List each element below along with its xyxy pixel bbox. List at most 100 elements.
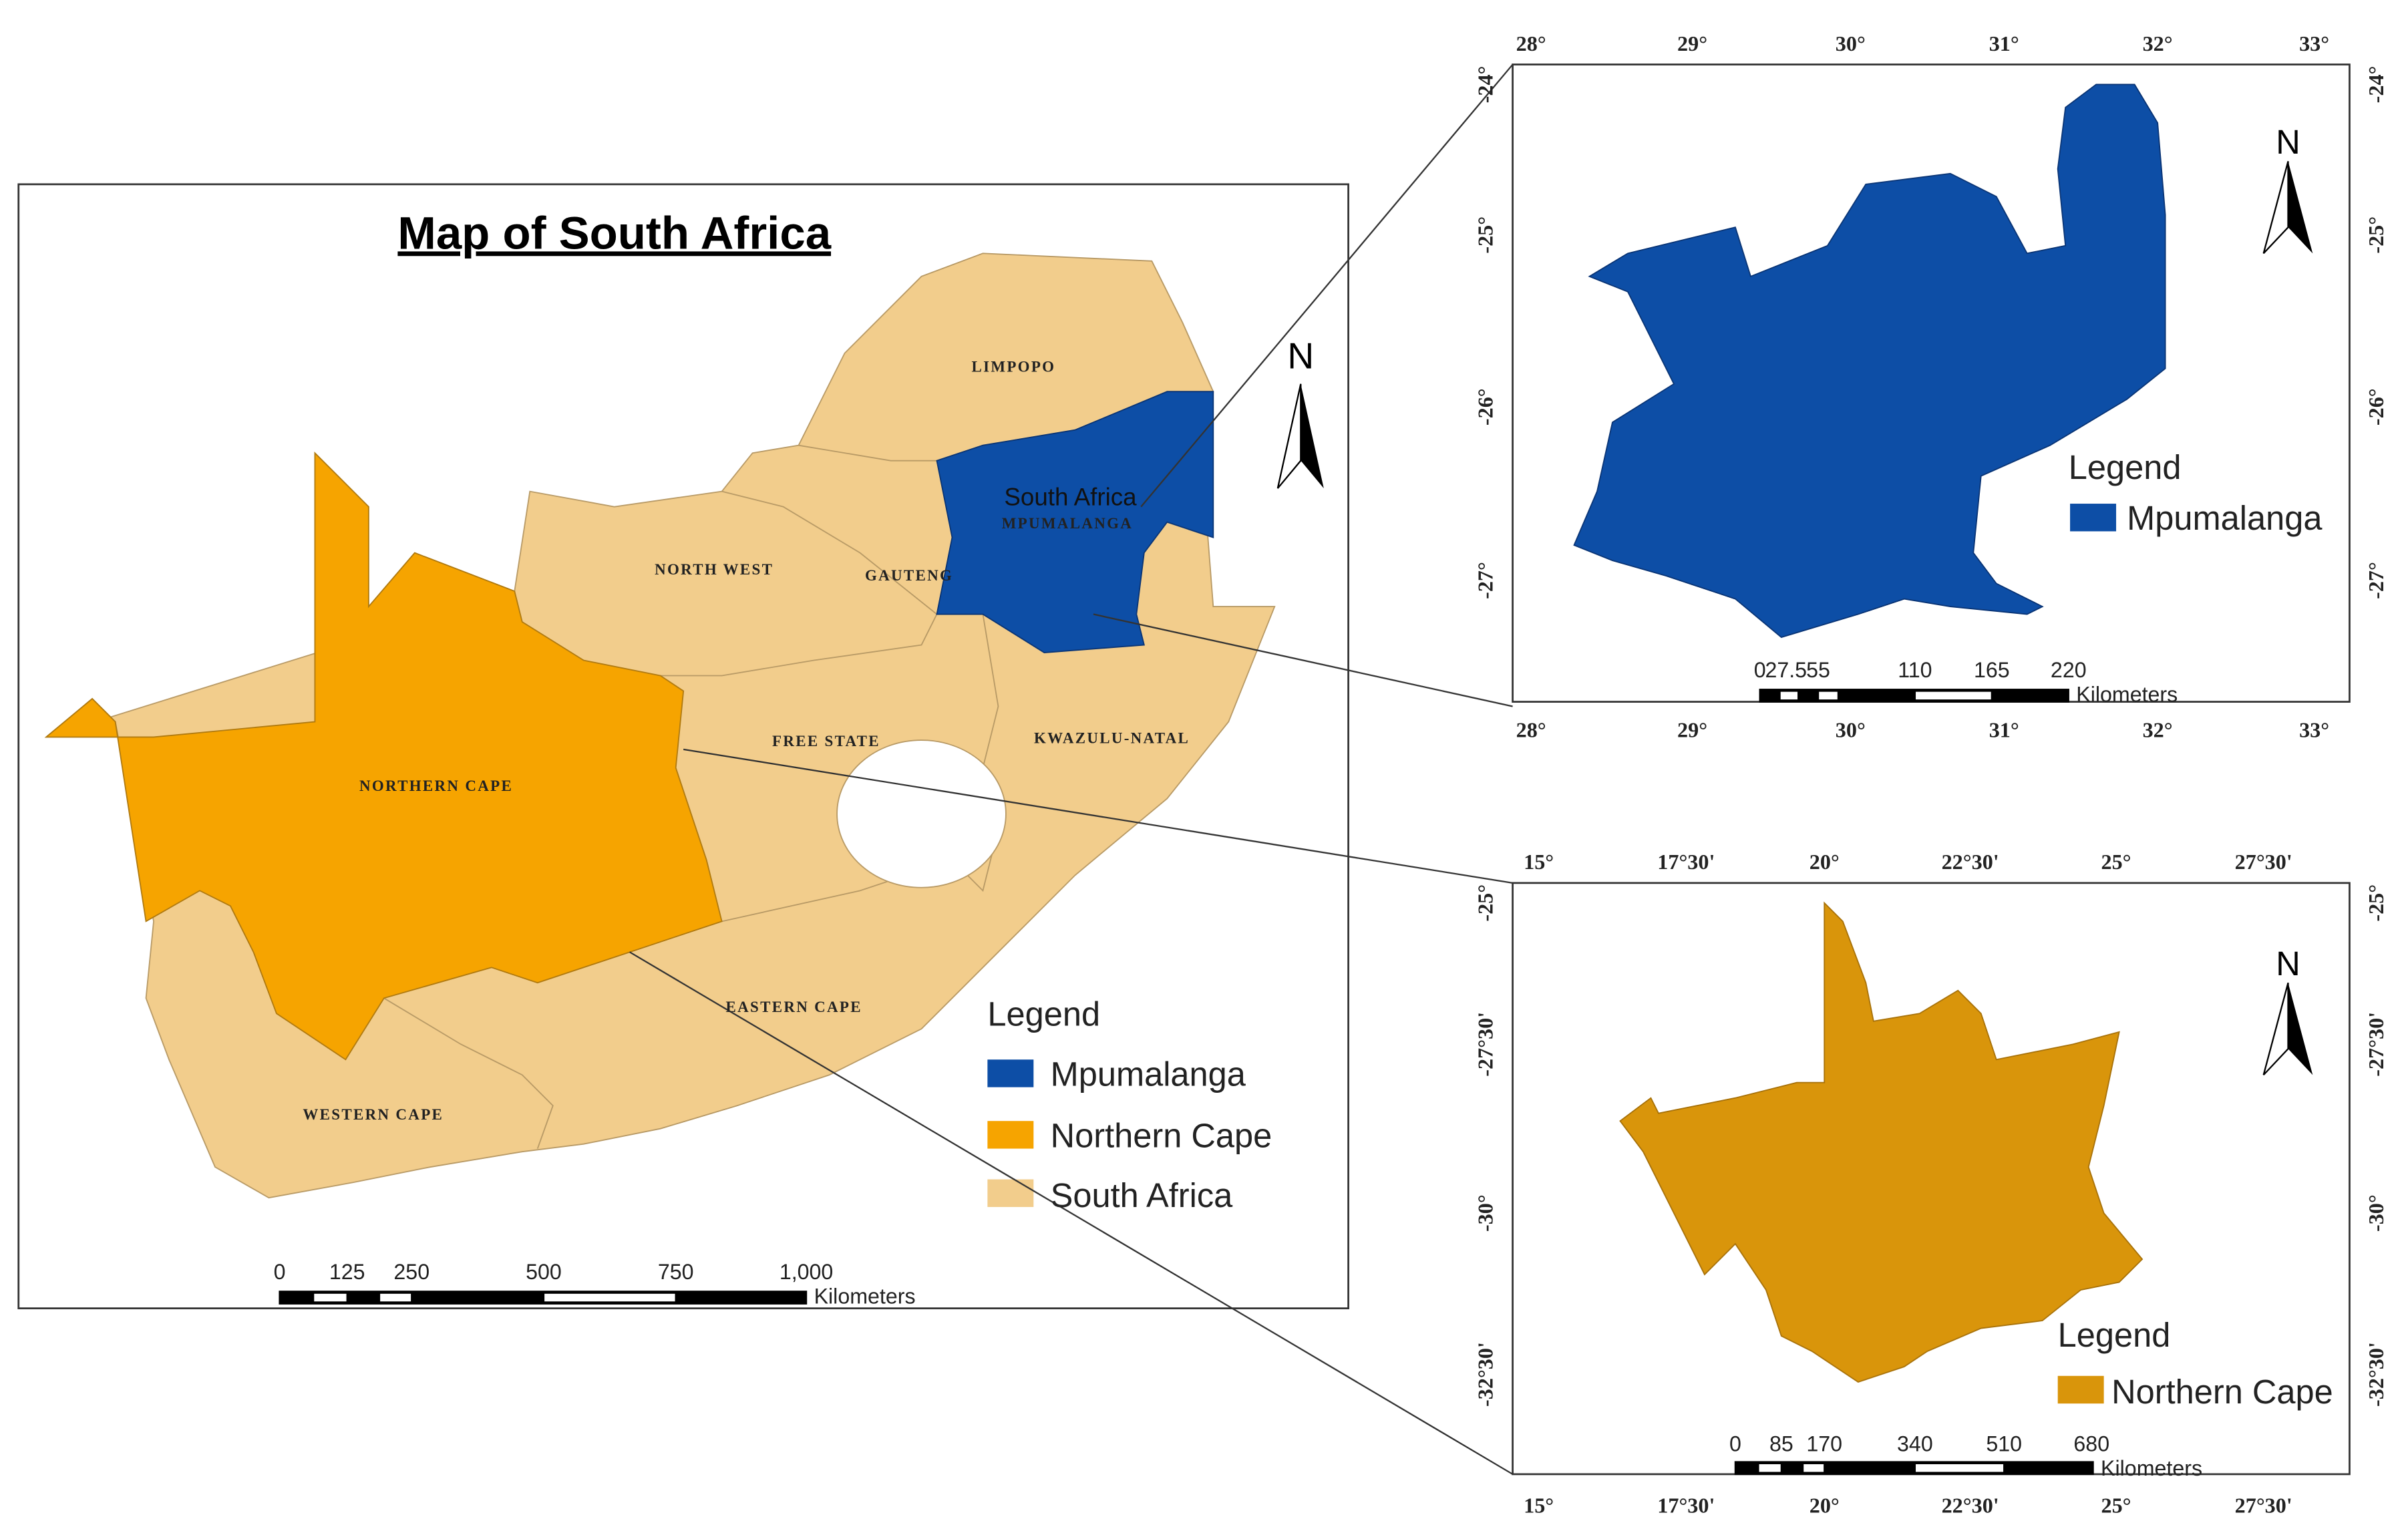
north-label: N bbox=[1287, 335, 1314, 377]
legend-swatch bbox=[987, 1179, 1034, 1207]
scale-label: 250 bbox=[393, 1260, 429, 1284]
country-label: South Africa bbox=[1004, 483, 1137, 510]
province-label: KWAZULU-NATAL bbox=[1034, 730, 1190, 747]
longitude-label: 29° bbox=[1677, 717, 1707, 741]
scale-bar bbox=[279, 1291, 808, 1305]
province-border bbox=[721, 614, 999, 922]
scale-label: 85 bbox=[1769, 1431, 1793, 1456]
latitude-label: -25° bbox=[1474, 884, 1498, 922]
province-border bbox=[383, 997, 554, 1149]
longitude-label: 31° bbox=[1989, 31, 2019, 55]
province-label: NORTH WEST bbox=[655, 561, 773, 578]
legend-item: Mpumalanga bbox=[1051, 1055, 1246, 1093]
north-arrow bbox=[2288, 161, 2313, 254]
longitude-label: 17°30' bbox=[1657, 1493, 1715, 1517]
lesotho bbox=[836, 739, 1007, 888]
latitude-label: -32°30' bbox=[2364, 1342, 2388, 1407]
latitude-label: -26° bbox=[1474, 388, 1498, 426]
scale-label: 55 bbox=[1806, 658, 1830, 682]
northern-cape-inset-shape bbox=[1619, 901, 2143, 1383]
connector-line bbox=[629, 63, 1514, 1475]
longitude-label: 15° bbox=[1524, 1493, 1554, 1517]
scale-unit: Kilometers bbox=[2076, 683, 2178, 707]
longitude-label: 29° bbox=[1677, 31, 1707, 55]
scale-unit: Kilometers bbox=[2101, 1456, 2202, 1480]
mpumalanga-shape bbox=[936, 391, 1214, 653]
longitude-label: 30° bbox=[1836, 717, 1866, 741]
latitude-label: -24° bbox=[1474, 66, 1498, 104]
latitude-label: -24° bbox=[2364, 66, 2388, 104]
scale-bar bbox=[1759, 689, 2069, 703]
scale-label: 170 bbox=[1806, 1431, 1842, 1456]
legend-swatch bbox=[987, 1059, 1034, 1087]
scale-label: 220 bbox=[2051, 658, 2087, 682]
longitude-label: 33° bbox=[2299, 31, 2329, 55]
mpumalanga-inset-shape bbox=[1573, 83, 2166, 639]
latitude-label: -25° bbox=[1474, 216, 1498, 254]
province-label: MPUMALANGA bbox=[1002, 515, 1133, 532]
latitude-label: -25° bbox=[2364, 216, 2388, 254]
north-arrow bbox=[1301, 383, 1324, 489]
longitude-label: 27°30' bbox=[2235, 1493, 2292, 1517]
longitude-label: 17°30' bbox=[1657, 850, 1715, 874]
province-label: GAUTENG bbox=[865, 567, 953, 584]
map-title: Map of South Africa bbox=[397, 207, 831, 259]
latitude-label: -27° bbox=[1474, 562, 1498, 599]
scale-bar bbox=[1734, 1461, 2094, 1476]
longitude-label: 15° bbox=[1524, 850, 1554, 874]
longitude-label: 20° bbox=[1810, 1493, 1840, 1517]
scale-unit: Kilometers bbox=[814, 1285, 916, 1309]
latitude-label: -27°30' bbox=[2364, 1012, 2388, 1077]
province-border bbox=[798, 444, 937, 462]
scale-label: 165 bbox=[1974, 658, 2010, 682]
province-label: FREE STATE bbox=[772, 733, 880, 749]
legend-swatch bbox=[987, 1121, 1034, 1149]
scale-label: 510 bbox=[1986, 1431, 2022, 1456]
province-label: NORTHERN CAPE bbox=[359, 778, 513, 794]
province-label: LIMPOPO bbox=[972, 358, 1056, 375]
legend-title: Legend bbox=[2058, 1316, 2171, 1354]
latitude-label: -26° bbox=[2364, 388, 2388, 426]
scale-label: 1,000 bbox=[780, 1260, 834, 1284]
longitude-label: 28° bbox=[1516, 31, 1546, 55]
scale-label: 750 bbox=[658, 1260, 694, 1284]
scale-label: 0 bbox=[1729, 1431, 1741, 1456]
latitude-label: -27° bbox=[2364, 562, 2388, 599]
longitude-label: 25° bbox=[2101, 1493, 2131, 1517]
longitude-label: 32° bbox=[2143, 31, 2173, 55]
longitude-label: 28° bbox=[1516, 717, 1546, 741]
longitude-label: 33° bbox=[2299, 717, 2329, 741]
longitude-label: 30° bbox=[1836, 31, 1866, 55]
legend-item: Northern Cape bbox=[2111, 1373, 2333, 1411]
north-label: N bbox=[2276, 123, 2300, 161]
legend-title: Legend bbox=[2069, 448, 2182, 486]
scale-label: 340 bbox=[1897, 1431, 1933, 1456]
legend-title: Legend bbox=[987, 995, 1100, 1033]
longitude-label: 32° bbox=[2143, 717, 2173, 741]
scale-label: 125 bbox=[329, 1260, 365, 1284]
longitude-label: 25° bbox=[2101, 850, 2131, 874]
province-border bbox=[660, 490, 938, 677]
scale-label: 680 bbox=[2073, 1431, 2109, 1456]
province-label: EASTERN CAPE bbox=[726, 999, 862, 1015]
longitude-label: 27°30' bbox=[2235, 850, 2292, 874]
latitude-label: -30° bbox=[2364, 1194, 2388, 1232]
northern-cape-shape bbox=[44, 451, 723, 1061]
longitude-label: 22°30' bbox=[1942, 850, 1999, 874]
north-label: N bbox=[2276, 945, 2300, 983]
scale-label: 0 bbox=[274, 1260, 286, 1284]
latitude-label: -30° bbox=[1474, 1194, 1498, 1232]
longitude-label: 20° bbox=[1810, 850, 1840, 874]
scale-label: 27.5 bbox=[1765, 658, 1807, 682]
latitude-label: -27°30' bbox=[1474, 1012, 1498, 1077]
scale-label: 0 bbox=[1754, 658, 1766, 682]
latitude-label: -25° bbox=[2364, 884, 2388, 922]
legend-item: Mpumalanga bbox=[2127, 499, 2323, 537]
province-label: WESTERN CAPE bbox=[303, 1106, 444, 1123]
legend-item: Northern Cape bbox=[1051, 1116, 1272, 1154]
longitude-label: 22°30' bbox=[1942, 1493, 1999, 1517]
legend-swatch bbox=[2057, 1375, 2104, 1404]
latitude-label: -32°30' bbox=[1474, 1342, 1498, 1407]
